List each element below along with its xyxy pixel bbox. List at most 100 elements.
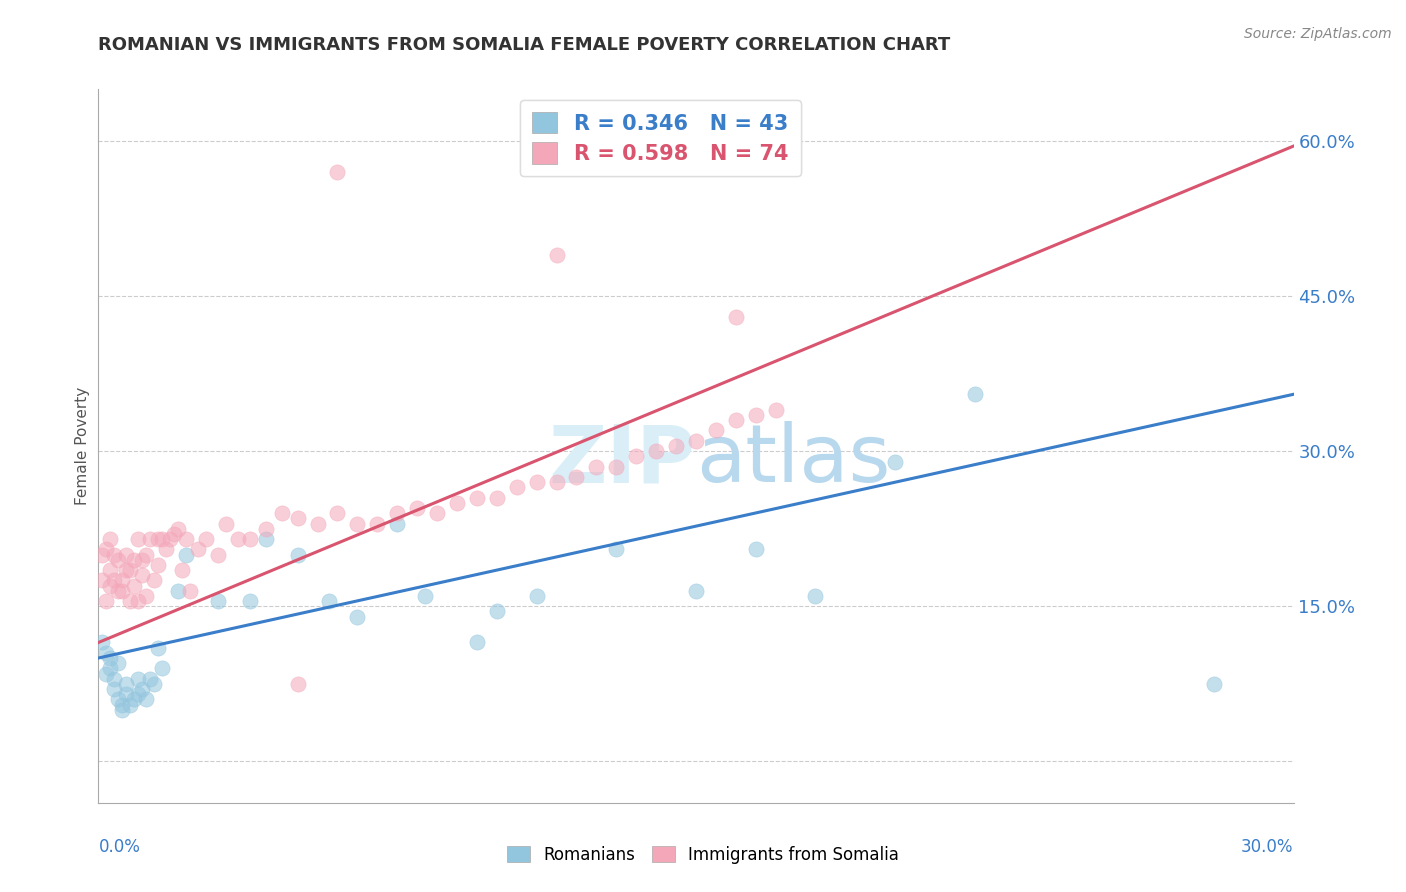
Point [685, 434, 707, 448]
Point [318, 594, 340, 608]
Point [179, 583, 201, 598]
Point [765, 402, 787, 417]
Point [254, 522, 277, 536]
Point [115, 687, 138, 701]
Point [155, 542, 177, 557]
Text: 0.0%: 0.0% [98, 838, 141, 856]
Point [270, 506, 292, 520]
Point [745, 408, 768, 422]
Point [135, 589, 157, 603]
Text: ROMANIAN VS IMMIGRANTS FROM SOMALIA FEMALE POVERTY CORRELATION CHART: ROMANIAN VS IMMIGRANTS FROM SOMALIA FEMA… [98, 36, 950, 54]
Point [665, 439, 688, 453]
Point [131, 681, 153, 696]
Point [111, 703, 134, 717]
Point [120, 594, 142, 608]
Point [287, 548, 309, 562]
Point [585, 459, 607, 474]
Point [111, 583, 134, 598]
Point [724, 310, 747, 324]
Point [120, 698, 142, 712]
Point [526, 589, 548, 603]
Point [346, 516, 368, 531]
Legend: Romanians, Immigrants from Somalia: Romanians, Immigrants from Somalia [501, 839, 905, 871]
Point [150, 661, 173, 675]
Point [100, 563, 122, 577]
Text: atlas: atlas [696, 421, 890, 500]
Point [465, 635, 488, 649]
Text: ZIP: ZIP [548, 421, 696, 500]
Point [148, 532, 170, 546]
Point [704, 424, 727, 438]
Point [131, 553, 153, 567]
Point [91, 635, 114, 649]
Point [91, 548, 114, 562]
Point [326, 506, 349, 520]
Point [103, 672, 125, 686]
Text: 30.0%: 30.0% [1241, 838, 1294, 856]
Point [724, 413, 747, 427]
Point [100, 579, 122, 593]
Point [96, 594, 118, 608]
Point [526, 475, 548, 490]
Point [215, 516, 238, 531]
Point [385, 506, 409, 520]
Point [127, 594, 149, 608]
Point [485, 491, 508, 505]
Point [91, 574, 114, 588]
Point [307, 516, 329, 531]
Point [485, 605, 508, 619]
Point [465, 491, 488, 505]
Point [100, 651, 122, 665]
Point [963, 387, 986, 401]
Point [195, 532, 218, 546]
Point [605, 459, 627, 474]
Point [685, 583, 707, 598]
Point [287, 677, 309, 691]
Legend: R = 0.346   N = 43, R = 0.598   N = 74: R = 0.346 N = 43, R = 0.598 N = 74 [520, 100, 800, 177]
Point [605, 542, 627, 557]
Point [107, 583, 129, 598]
Point [103, 574, 125, 588]
Point [124, 579, 146, 593]
Point [100, 661, 122, 675]
Point [207, 594, 229, 608]
Point [207, 548, 229, 562]
Point [163, 527, 186, 541]
Point [239, 532, 262, 546]
Point [143, 677, 166, 691]
Y-axis label: Female Poverty: Female Poverty [75, 387, 90, 505]
Point [406, 501, 429, 516]
Point [96, 666, 118, 681]
Point [107, 553, 129, 567]
Point [159, 532, 181, 546]
Point [148, 558, 170, 572]
Point [385, 516, 409, 531]
Point [366, 516, 388, 531]
Point [346, 609, 368, 624]
Point [426, 506, 449, 520]
Point [111, 698, 134, 712]
Text: Source: ZipAtlas.com: Source: ZipAtlas.com [1244, 27, 1392, 41]
Point [167, 522, 190, 536]
Point [565, 470, 588, 484]
Point [107, 692, 129, 706]
Point [127, 532, 149, 546]
Point [884, 454, 907, 468]
Point [446, 496, 468, 510]
Point [127, 672, 149, 686]
Point [546, 248, 568, 262]
Point [103, 548, 125, 562]
Point [96, 542, 118, 557]
Point [124, 692, 146, 706]
Point [174, 548, 197, 562]
Point [326, 165, 349, 179]
Point [135, 692, 157, 706]
Point [187, 542, 209, 557]
Point [124, 553, 146, 567]
Point [120, 563, 142, 577]
Point [139, 532, 162, 546]
Point [115, 677, 138, 691]
Point [745, 542, 768, 557]
Point [226, 532, 249, 546]
Point [139, 672, 162, 686]
